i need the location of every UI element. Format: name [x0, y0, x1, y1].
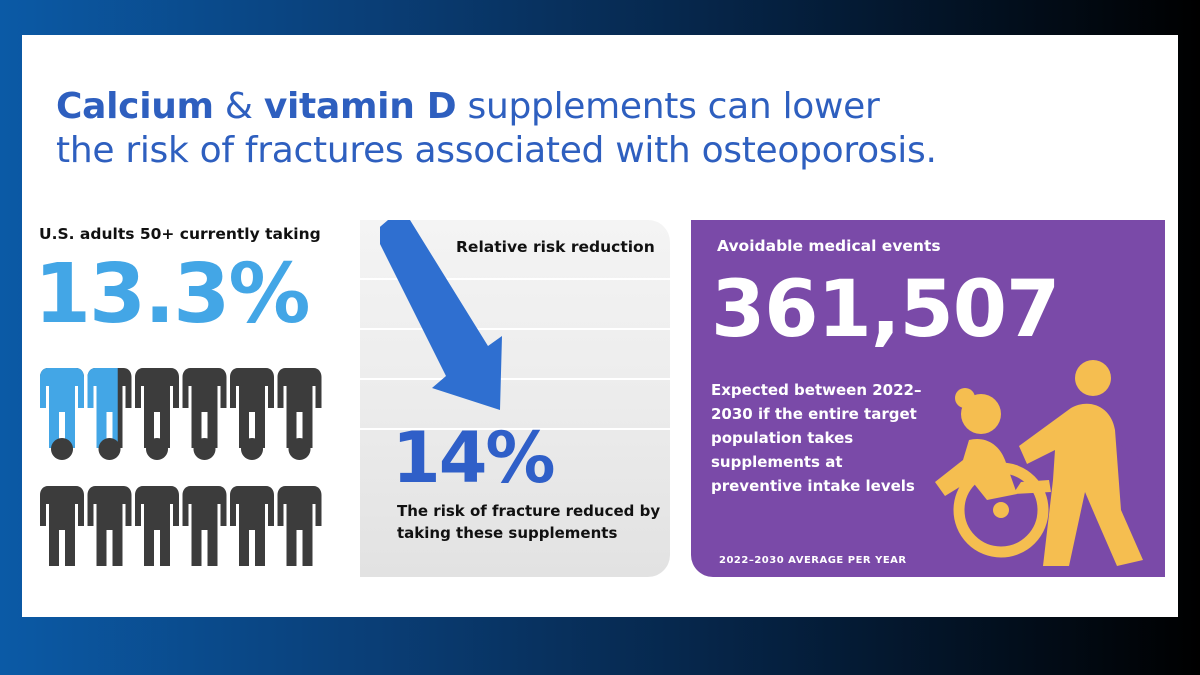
headline-calcium: Calcium [56, 86, 214, 127]
panel-stripe [360, 428, 670, 430]
person-icon [87, 438, 132, 566]
medical-events-description: Expected between 2022–2030 if the entire… [711, 381, 922, 495]
panel-stripe [360, 378, 670, 380]
person-icon [277, 438, 322, 566]
panel-stripe [360, 328, 670, 330]
person-icon [230, 438, 274, 566]
person-icon [135, 438, 179, 566]
medical-events-footnote: 2022–2030 AVERAGE PER YEAR [719, 555, 907, 566]
headline-vitamin-d: vitamin D [263, 86, 457, 127]
person-icon [135, 342, 179, 448]
person-icon [230, 342, 274, 448]
risk-reduction-panel: Relative risk reduction 14% The risk of … [360, 220, 670, 577]
headline-rest: supplements can lower [456, 86, 880, 127]
risk-reduction-percent: 14% [392, 417, 556, 499]
medical-events-label: Avoidable medical events [717, 237, 941, 255]
adults-label: U.S. adults 50+ currently taking [39, 225, 321, 243]
infographic-card: Calcium & vitamin D supplements can lowe… [22, 35, 1178, 617]
risk-reduction-label: Relative risk reduction [456, 238, 655, 256]
person-icon [87, 342, 132, 448]
down-arrow-icon [380, 220, 502, 410]
headline: Calcium & vitamin D supplements can lowe… [56, 85, 1056, 173]
panel-corner-curve [1105, 220, 1165, 577]
person-icon [182, 438, 227, 566]
person-icon [277, 342, 322, 448]
people-icon-grid [40, 342, 322, 566]
person-icon [40, 438, 84, 566]
person-icon [182, 342, 227, 448]
headline-line-2: the risk of fractures associated with os… [56, 130, 937, 171]
headline-amp: & [213, 86, 264, 127]
risk-reduction-description: The risk of fracture reduced by taking t… [397, 502, 661, 542]
medical-events-panel: Avoidable medical events 361,507 Expecte… [691, 220, 1165, 577]
wheelchair-caregiver-icon [935, 360, 1143, 566]
panel-stripe [360, 278, 670, 280]
adults-percent: 13.3% [34, 247, 310, 342]
person-icon [40, 342, 84, 448]
medical-events-number: 361,507 [711, 265, 1060, 355]
